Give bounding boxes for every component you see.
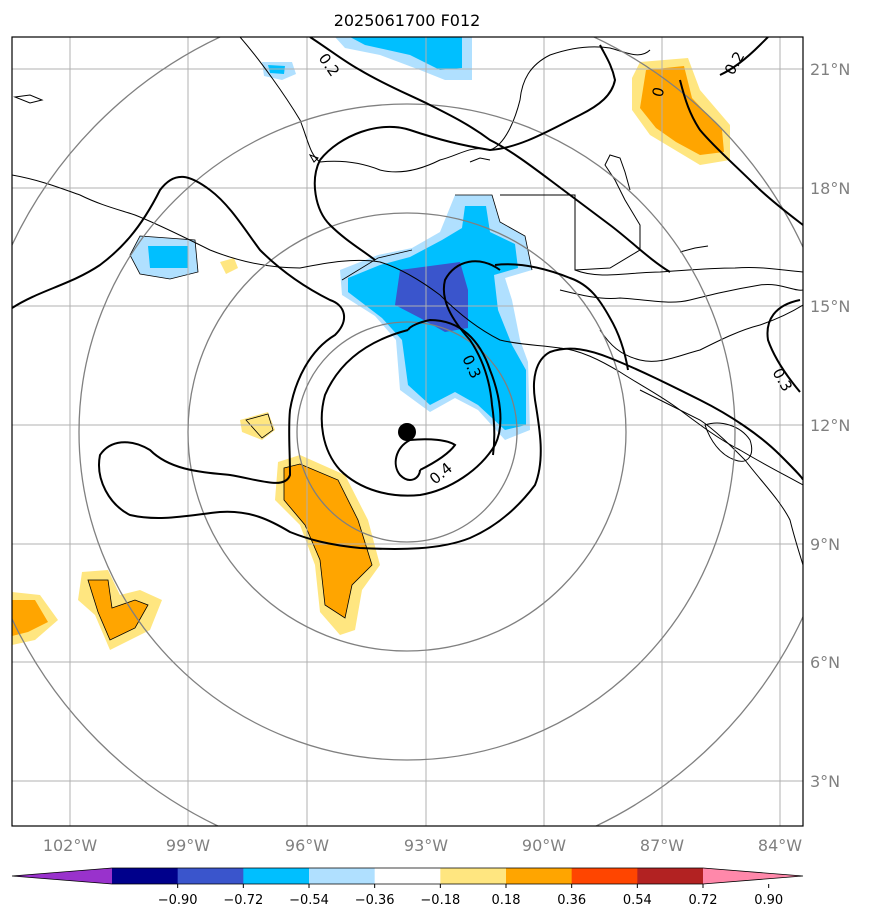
colorbar-tick-label: 0.72: [689, 893, 718, 908]
colorbar-extend-low: [12, 868, 112, 884]
lon-label: 90°W: [522, 836, 566, 855]
colorbar-segment: [112, 868, 179, 884]
colorbar-segment: [440, 868, 507, 884]
map-area: 0.2 0.2 0 0.3 0.3 0.4: [12, 37, 803, 826]
lon-label: 93°W: [404, 836, 448, 855]
colorbar-segment: [506, 868, 573, 884]
map-title: 2025061700 F012: [334, 11, 481, 30]
latitude-labels: 21°N 18°N 15°N 12°N 9°N 6°N 3°N: [810, 60, 850, 791]
contour-lines: [12, 37, 803, 550]
colorbar-segment: [309, 868, 376, 884]
colorbar-tick-label: −0.18: [420, 893, 460, 908]
lat-label: 3°N: [810, 772, 840, 791]
lat-label: 18°N: [810, 179, 850, 198]
colorbar-tick-label: 0.54: [623, 893, 652, 908]
lat-label: 21°N: [810, 60, 850, 79]
colorbar-tick-label: 0.18: [492, 893, 521, 908]
longitude-labels: 102°W 99°W 96°W 93°W 90°W 87°W 84°W: [43, 836, 802, 855]
colorbar-segment: [374, 868, 441, 884]
lon-label: 87°W: [640, 836, 684, 855]
range-rings: [12, 37, 803, 826]
storm-center-marker: [398, 423, 416, 441]
map-frame: [11, 36, 804, 827]
coastlines: [12, 37, 803, 566]
lat-label: 9°N: [810, 535, 840, 554]
lon-label: 99°W: [166, 836, 210, 855]
colorbar-tick-label: −0.90: [158, 893, 198, 908]
colorbar-segment: [243, 868, 310, 884]
colorbar-segment: [177, 868, 244, 884]
shading-outlines: [87, 194, 533, 641]
lon-label: 102°W: [43, 836, 98, 855]
colorbar-tick-label: −0.36: [355, 893, 395, 908]
lon-label: 84°W: [758, 836, 802, 855]
colorbar-segment: [637, 868, 704, 884]
shaded-field-blue: [130, 37, 532, 440]
colorbar: −0.90 −0.72 −0.54 −0.36 −0.18 0.18 0.36 0.54 0.7…: [11, 867, 804, 908]
lat-label: 15°N: [810, 297, 850, 316]
lat-label: 6°N: [810, 653, 840, 672]
colorbar-tick-label: −0.54: [289, 893, 329, 908]
colorbar-tick-label: −0.72: [223, 893, 263, 908]
shaded-field-warm: [12, 58, 730, 650]
contour-label: 0: [648, 85, 668, 99]
colorbar-segment: [571, 868, 638, 884]
colorbar-tick-label: 0.90: [754, 893, 783, 908]
colorbar-extend-high: [703, 868, 803, 884]
colorbar-tick-label: 0.36: [557, 893, 586, 908]
lat-label: 12°N: [810, 416, 850, 435]
lon-label: 96°W: [285, 836, 329, 855]
colorbar-outline: [11, 867, 804, 885]
